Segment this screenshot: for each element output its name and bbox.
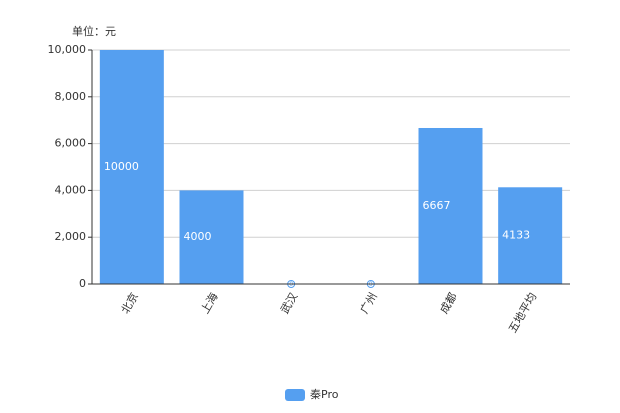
data-label: 4000 (184, 230, 212, 243)
x-tick-label: 五地平均 (506, 291, 539, 336)
y-tick-label: 2,000 (55, 230, 87, 243)
bar (179, 190, 244, 284)
x-tick-label: 上海 (198, 290, 221, 316)
x-tick-label: 成都 (437, 291, 459, 317)
x-tick-label: 广州 (358, 291, 380, 317)
bar (498, 187, 563, 284)
x-tick-label: 武汉 (278, 291, 300, 317)
legend-label: 秦Pro (310, 387, 339, 401)
x-tick-label: 北京 (118, 290, 141, 316)
y-tick-label: 6,000 (55, 137, 87, 150)
data-label: 4133 (502, 229, 530, 242)
y-unit: 单位：元 (72, 24, 116, 38)
y-tick-label: 10,000 (48, 43, 87, 56)
legend-swatch (285, 389, 305, 401)
y-tick-label: 4,000 (55, 183, 87, 196)
y-tick-label: 8,000 (55, 90, 87, 103)
data-label: 6667 (423, 199, 451, 212)
bar (99, 50, 164, 284)
bar (418, 127, 483, 284)
y-tick-label: 0 (79, 277, 86, 290)
data-label: 10000 (104, 160, 139, 173)
